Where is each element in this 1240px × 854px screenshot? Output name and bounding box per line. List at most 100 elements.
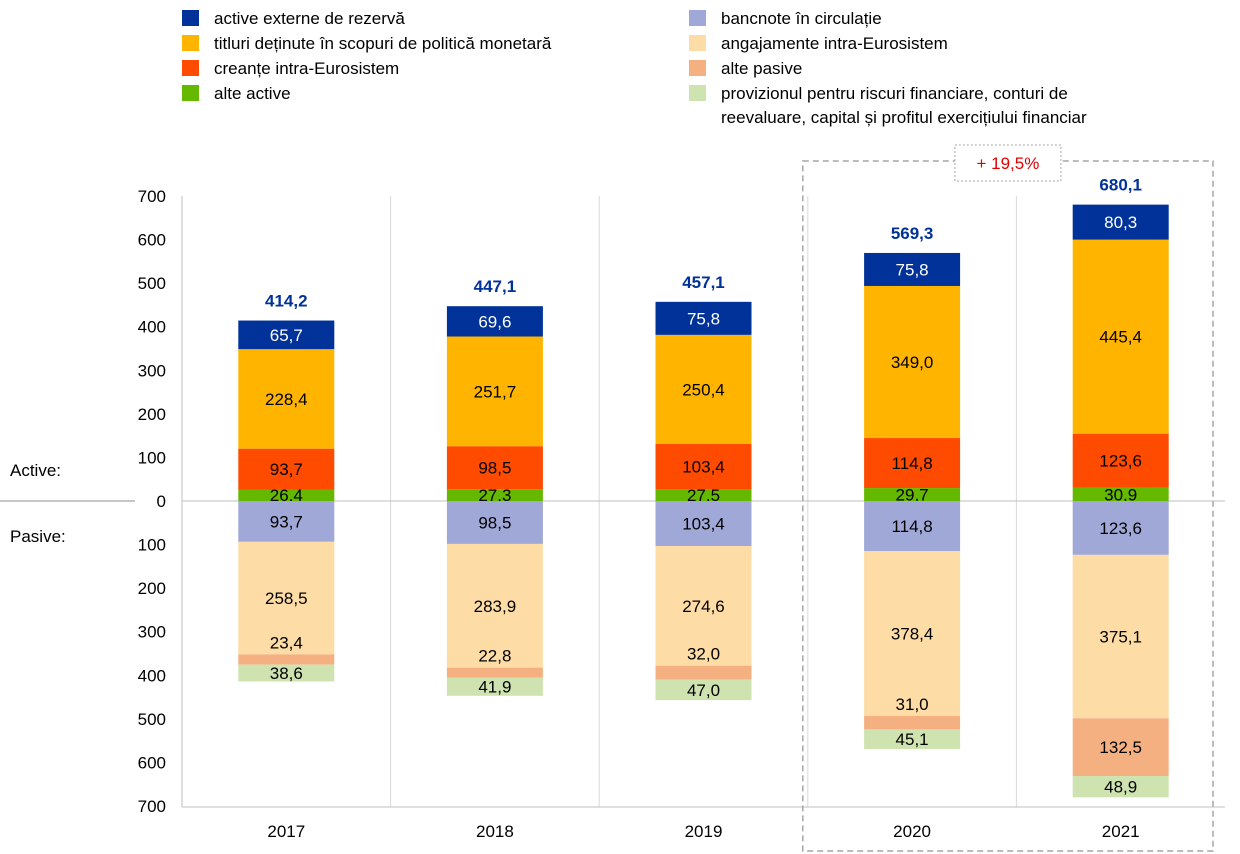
bar-segment bbox=[446, 306, 543, 337]
bar-segment bbox=[655, 665, 752, 680]
data-label: 32,0 bbox=[687, 645, 720, 664]
legend-swatch bbox=[689, 60, 706, 76]
bar-segment bbox=[238, 320, 335, 350]
bar-segment bbox=[655, 546, 752, 666]
bar-segment bbox=[655, 501, 752, 547]
y-tick-label: 700 bbox=[138, 797, 166, 816]
data-label: 26,4 bbox=[270, 486, 303, 505]
bar-segment bbox=[1072, 718, 1169, 777]
data-label: 114,8 bbox=[891, 454, 932, 473]
bar-segment bbox=[655, 489, 752, 501]
bar-segment bbox=[238, 664, 335, 682]
y-tick-label: 500 bbox=[138, 710, 166, 729]
legend-swatch bbox=[182, 35, 199, 51]
y-tick-label: 200 bbox=[138, 405, 166, 424]
data-label: 228,4 bbox=[265, 390, 308, 409]
growth-label: + 19,5% bbox=[976, 154, 1039, 173]
bar-segment bbox=[864, 285, 961, 439]
legend-swatch bbox=[689, 85, 706, 101]
total-label: 680,1 bbox=[1099, 176, 1142, 195]
bar-segment bbox=[446, 446, 543, 490]
total-label: 447,1 bbox=[474, 277, 517, 296]
data-label: 349,0 bbox=[891, 353, 934, 372]
total-label: 569,3 bbox=[891, 224, 934, 243]
y-tick-label: 600 bbox=[138, 231, 166, 250]
data-label: 283,9 bbox=[474, 597, 517, 616]
data-label: 93,7 bbox=[270, 512, 303, 531]
bar-segment bbox=[446, 667, 543, 678]
bar-segment bbox=[864, 551, 961, 716]
data-label: 251,7 bbox=[474, 382, 517, 401]
data-label: 103,4 bbox=[682, 457, 725, 476]
legend-swatch bbox=[182, 60, 199, 76]
y-tick-label: 400 bbox=[138, 666, 166, 685]
bar-segment bbox=[238, 349, 335, 449]
legend-label: active externe de rezervă bbox=[214, 9, 405, 28]
bar-segment bbox=[238, 541, 335, 655]
bar-segment bbox=[238, 501, 335, 542]
x-tick-label: 2020 bbox=[893, 822, 931, 841]
bar-segment bbox=[1072, 554, 1169, 719]
bar-segment bbox=[1072, 501, 1169, 555]
data-label: 274,6 bbox=[682, 597, 725, 616]
x-tick-label: 2019 bbox=[685, 822, 723, 841]
y-tick-label: 400 bbox=[138, 318, 166, 337]
x-tick-label: 2021 bbox=[1102, 822, 1140, 841]
legend-label: bancnote în circulație bbox=[721, 9, 882, 28]
y-tick-label: 100 bbox=[138, 536, 166, 555]
data-label: 258,5 bbox=[265, 589, 308, 608]
bar-segment bbox=[655, 334, 752, 444]
data-label: 27,5 bbox=[687, 486, 720, 505]
data-label: 22,8 bbox=[478, 647, 511, 666]
bar-segment bbox=[655, 443, 752, 490]
bar-segment bbox=[446, 489, 543, 501]
data-label: 123,6 bbox=[1099, 519, 1142, 538]
bar-segment bbox=[864, 501, 961, 552]
total-label: 457,1 bbox=[682, 273, 725, 292]
data-label: 48,9 bbox=[1104, 778, 1137, 797]
bar-segment bbox=[446, 336, 543, 447]
legend-label: angajamente intra-Eurosistem bbox=[721, 34, 948, 53]
data-label: 38,6 bbox=[270, 664, 303, 683]
data-label: 47,0 bbox=[687, 681, 720, 700]
y-tick-label: 0 bbox=[157, 492, 166, 511]
data-label: 80,3 bbox=[1104, 213, 1137, 232]
bar-segment bbox=[864, 488, 961, 501]
data-label: 132,5 bbox=[1099, 738, 1142, 757]
data-label: 45,1 bbox=[896, 730, 929, 749]
bar-segment bbox=[864, 715, 961, 730]
legend-swatch bbox=[689, 10, 706, 26]
data-label: 41,9 bbox=[478, 678, 511, 697]
legend-swatch bbox=[182, 10, 199, 26]
data-label: 103,4 bbox=[682, 515, 725, 534]
assets-side-label: Active: bbox=[10, 461, 61, 480]
legend-swatch bbox=[689, 35, 706, 51]
data-label: 378,4 bbox=[891, 624, 934, 643]
bar-segment bbox=[446, 501, 543, 544]
total-label: 414,2 bbox=[265, 292, 308, 311]
bar-segment bbox=[1072, 776, 1169, 798]
y-tick-label: 200 bbox=[138, 579, 166, 598]
data-label: 23,4 bbox=[270, 633, 303, 652]
legend-label: titluri deținute în scopuri de politică … bbox=[214, 34, 552, 53]
bar-segment bbox=[864, 729, 961, 750]
data-label: 31,0 bbox=[896, 695, 929, 714]
data-label: 98,5 bbox=[478, 513, 511, 532]
data-label: 29,7 bbox=[896, 486, 929, 505]
bar-segment bbox=[1072, 239, 1169, 434]
y-tick-label: 100 bbox=[138, 448, 166, 467]
grid bbox=[0, 196, 1225, 808]
legend-label: reevaluare, capital și profitul exerciți… bbox=[721, 108, 1087, 127]
x-tick-label: 2017 bbox=[267, 822, 305, 841]
bar-segment bbox=[238, 654, 335, 665]
y-tick-label: 300 bbox=[138, 623, 166, 642]
legend-label: provizionul pentru riscuri financiare, c… bbox=[721, 84, 1068, 103]
data-label: 123,6 bbox=[1099, 452, 1142, 471]
data-label: 114,8 bbox=[891, 517, 932, 536]
bar-segment bbox=[238, 489, 335, 501]
bar-segment bbox=[864, 438, 961, 489]
y-tick-label: 700 bbox=[138, 187, 166, 206]
data-label: 75,8 bbox=[687, 309, 720, 328]
bar-segment bbox=[864, 252, 961, 286]
